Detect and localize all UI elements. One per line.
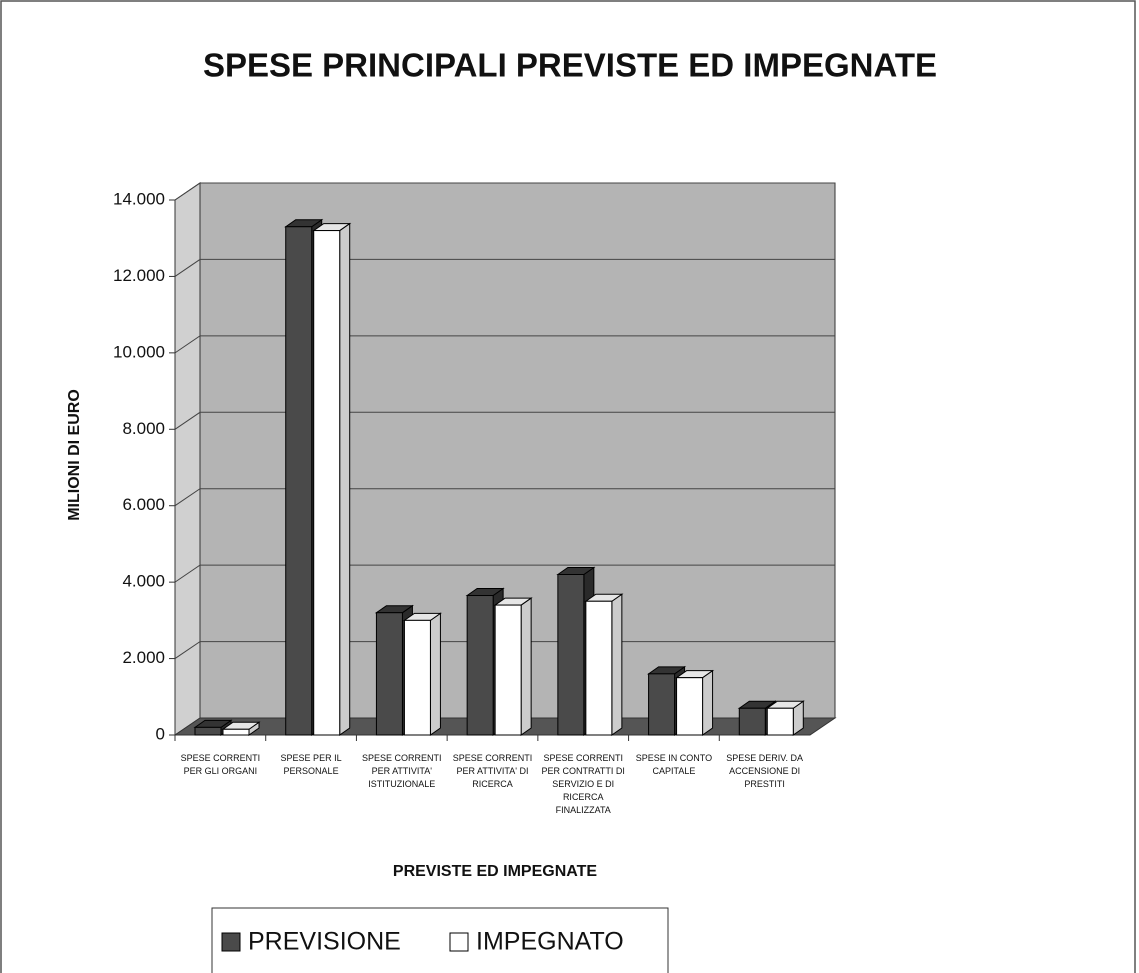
bar [313,230,341,736]
x-tick-label: SPESE PER IL PERSONALE [280,753,342,776]
bar-side [429,612,441,736]
bar-side [702,669,714,736]
bar [222,728,250,736]
x-tick-label: SPESE CORRENTI PER GLI ORGANI [180,753,261,776]
grid-line [174,335,835,354]
x-tick-label: SPESE CORRENTI PER ATTIVITA' DI RICERCA [452,753,533,789]
bar-side [520,597,532,736]
legend-label: PREVISIONE [248,928,401,956]
grid-line [174,488,835,507]
y-axis-title: MILIONI DI EURO [66,389,83,521]
x-tick-label: SPESE DERIV. DA ACCENSIONE DI PRESTITI [726,753,803,789]
y-tick-label: 2.000 [122,648,165,667]
y-tick-label: 4.000 [122,572,165,591]
grid-line [174,411,835,430]
y-tick-label: 14.000 [113,189,165,208]
y-tick-label: 6.000 [122,495,165,514]
grid-line [174,182,835,201]
bar-side [339,222,351,736]
legend-label: IMPEGNATO [476,928,624,956]
grid-line [174,641,835,659]
bar [738,707,766,736]
bar [466,595,494,736]
y-tick-label: 10.000 [113,342,165,361]
grid-line [174,564,835,583]
grid-line [174,258,835,277]
x-tick-label: SPESE IN CONTO CAPITALE [635,753,713,776]
x-tick-label: SPESE CORRENTI PER ATTIVITA' ISTITUZIONA… [362,753,442,789]
bar [766,707,794,736]
chart-title: SPESE PRINCIPALI PREVISTE ED IMPEGNATE [203,47,937,84]
side-wall [174,182,201,736]
bar [557,574,585,736]
legend-swatch [221,932,241,952]
y-tick-label: 0 [156,724,165,743]
y-tick-label: 8.000 [122,419,165,438]
bar [494,604,522,736]
bar [585,600,613,736]
y-tick-label: 12.000 [113,266,165,285]
legend-swatch [449,932,469,952]
bar [403,619,431,736]
legend-box [211,907,669,973]
bar [194,726,222,736]
bar [375,612,403,736]
bar-side [611,593,623,736]
bar [285,226,313,736]
bar [648,673,676,736]
bar [676,677,704,736]
x-tick-label: SPESE CORRENTI PER CONTRATTI DI SERVIZIO… [541,753,625,815]
x-axis-title: PREVISTE ED IMPEGNATE [393,863,598,880]
